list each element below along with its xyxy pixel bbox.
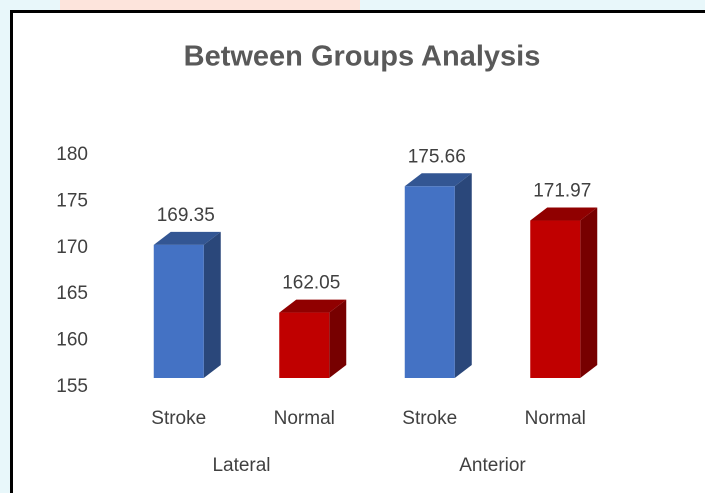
- bar-top: [279, 299, 347, 313]
- group-label: Anterior: [459, 455, 526, 476]
- data-label: 169.35: [157, 205, 215, 226]
- bar: [153, 244, 204, 378]
- x-tick-label: Normal: [274, 408, 335, 429]
- data-label: 171.97: [533, 181, 591, 202]
- y-tick-label: 170: [56, 237, 88, 258]
- bar-side: [203, 231, 221, 378]
- y-tick-label: 165: [56, 283, 88, 304]
- x-tick-label: Stroke: [402, 408, 457, 429]
- bar-side: [580, 207, 598, 378]
- chart-title: Between Groups Analysis: [184, 41, 541, 73]
- bar-top: [530, 207, 598, 221]
- bar-side: [329, 299, 347, 378]
- bar-top: [153, 231, 221, 245]
- bar: [404, 186, 455, 378]
- data-label: 175.66: [408, 146, 466, 167]
- bar-top: [404, 173, 472, 187]
- y-tick-label: 180: [56, 144, 88, 165]
- bar: [279, 312, 330, 378]
- x-tick-label: Stroke: [151, 408, 206, 429]
- x-tick-label: Normal: [525, 408, 586, 429]
- y-tick-label: 175: [56, 190, 88, 211]
- background-band: [60, 0, 360, 12]
- group-label: Lateral: [212, 455, 270, 476]
- data-label: 162.05: [282, 273, 340, 294]
- bar-side: [454, 173, 472, 378]
- bar: [530, 220, 581, 378]
- y-tick-label: 155: [56, 376, 88, 397]
- y-tick-label: 160: [56, 330, 88, 351]
- chart-frame: [10, 10, 705, 493]
